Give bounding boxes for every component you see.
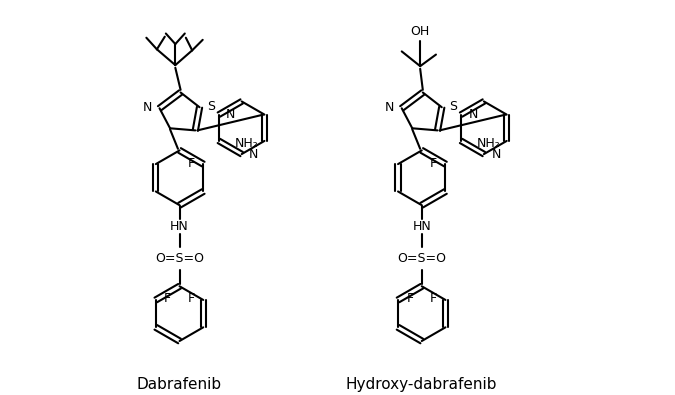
Text: F: F	[188, 156, 195, 169]
Text: HN: HN	[412, 220, 431, 233]
Text: NH₂: NH₂	[235, 137, 259, 150]
Text: O=S=O: O=S=O	[398, 252, 446, 265]
Text: Hydroxy-dabrafenib: Hydroxy-dabrafenib	[346, 377, 497, 392]
Text: F: F	[430, 156, 437, 169]
Text: N: N	[468, 108, 478, 121]
Text: F: F	[406, 292, 414, 305]
Text: O=S=O: O=S=O	[155, 252, 204, 265]
Text: S: S	[449, 100, 457, 113]
Text: N: N	[491, 148, 501, 161]
Text: F: F	[430, 292, 437, 305]
Text: N: N	[143, 101, 152, 114]
Text: Dabrafenib: Dabrafenib	[137, 377, 222, 392]
Text: HN: HN	[170, 220, 189, 233]
Text: NH₂: NH₂	[477, 137, 501, 150]
Text: OH: OH	[410, 25, 430, 38]
Text: F: F	[188, 292, 195, 305]
Text: N: N	[385, 101, 394, 114]
Text: N: N	[249, 148, 259, 161]
Text: N: N	[226, 108, 236, 121]
Text: F: F	[164, 292, 171, 305]
Text: S: S	[207, 100, 215, 113]
